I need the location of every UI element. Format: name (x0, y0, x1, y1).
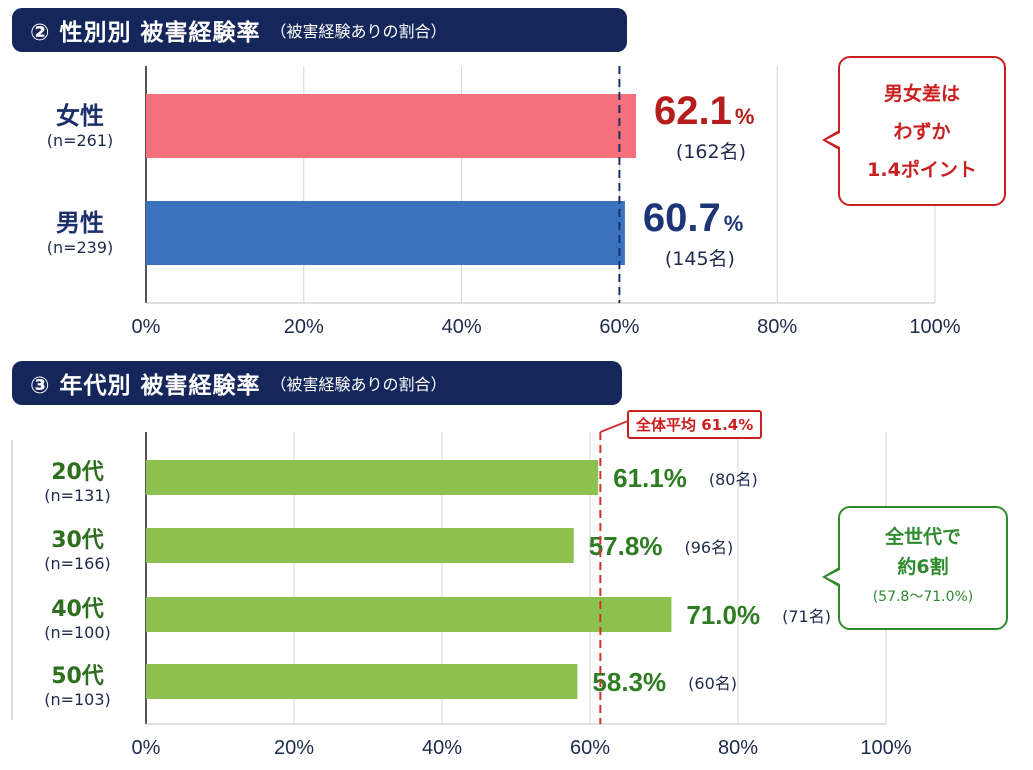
age-bar (146, 597, 672, 632)
gender-x-tick-label: 100% (909, 316, 960, 338)
gender-bar (146, 201, 625, 265)
gender-sample-size: (n=239) (46, 238, 114, 257)
age-subtitle-text: （被害経験ありの割合） (270, 375, 447, 394)
age-average-connector (599, 420, 629, 433)
age-callout-line-1: 全世代で (884, 526, 961, 548)
age-value-label: 57.8% (589, 531, 663, 561)
gender-row-label: 女性 (n=261) (30, 96, 130, 150)
age-row-label: 40代 (n=100) (30, 591, 125, 642)
age-row-label: 50代 (n=103) (30, 658, 125, 709)
age-x-tick-label: 60% (570, 737, 610, 759)
gender-value-label: 62.1% (654, 89, 754, 133)
gender-callout-line-2: わずか (893, 121, 951, 143)
gender-value-label: 60.7% (643, 196, 743, 240)
age-callout-range: (57.8〜71.0%) (872, 589, 974, 605)
gender-callout-line-3: 1.4ポイント (867, 159, 977, 181)
gender-value-unit: % (724, 211, 744, 236)
age-callout: 全世代で 約6割 (57.8〜71.0%) (838, 506, 1008, 630)
gender-category-name: 女性 (56, 102, 104, 130)
gender-x-tick-label: 60% (599, 316, 639, 338)
age-sample-size: (n=131) (44, 486, 111, 505)
gender-value-unit: % (735, 104, 755, 129)
gender-value-number: 60.7 (643, 196, 721, 240)
age-count-label: (96名) (684, 538, 733, 557)
gender-x-tick-label: 80% (757, 316, 797, 338)
age-callout-line-2: 約6割 (897, 556, 949, 578)
gender-x-tick-label: 0% (132, 316, 161, 338)
age-x-tick-label: 80% (718, 737, 758, 759)
gender-x-tick-label: 40% (442, 316, 482, 338)
age-category-name: 20代 (51, 460, 104, 485)
gender-row-label: 男性 (n=239) (30, 203, 130, 257)
age-count-label: (60名) (688, 674, 737, 693)
gender-title-text: ② 性別別 被害経験率 (30, 20, 261, 46)
age-bar (146, 664, 578, 699)
age-count-label: (80名) (709, 470, 758, 489)
age-category-name: 40代 (51, 597, 104, 622)
gender-category-name: 男性 (56, 209, 104, 237)
age-count-label: (71名) (782, 607, 831, 626)
age-category-name: 50代 (51, 664, 104, 689)
gender-callout: 男女差は わずか 1.4ポイント (838, 56, 1006, 206)
age-sample-size: (n=103) (44, 690, 111, 709)
age-bar (146, 528, 574, 563)
age-title-text: ③ 年代別 被害経験率 (30, 373, 261, 399)
gender-callout-line-1: 男女差は (883, 83, 960, 105)
age-x-tick-label: 20% (274, 737, 314, 759)
age-sample-size: (n=100) (44, 623, 111, 642)
age-row-label: 20代 (n=131) (30, 454, 125, 505)
gender-value-number: 62.1 (654, 89, 732, 133)
gender-callout-pointer-fill (826, 133, 840, 147)
gender-sample-size: (n=261) (46, 131, 114, 150)
gender-section-title: ② 性別別 被害経験率 （被害経験ありの割合） (12, 8, 627, 52)
gender-count-label: (145名) (665, 248, 735, 270)
age-x-tick-label: 100% (860, 737, 911, 759)
gender-bar-chart: 0% 20% 40% 60% 80% 100% 62.1 % (162名) 60.7 % (145名) (132, 66, 961, 338)
age-sample-size: (n=166) (44, 554, 111, 573)
age-value-label: 58.3% (592, 667, 666, 697)
age-section-title: ③ 年代別 被害経験率 （被害経験ありの割合） (12, 361, 622, 405)
age-row-label: 30代 (n=166) (30, 522, 125, 573)
gender-subtitle-text: （被害経験ありの割合） (270, 22, 447, 41)
age-category-name: 30代 (51, 528, 104, 553)
age-bar (146, 460, 599, 495)
age-x-tick-label: 40% (422, 737, 462, 759)
age-value-label: 61.1% (613, 463, 687, 493)
gender-count-label: (162名) (676, 141, 746, 163)
gender-bar (146, 94, 636, 158)
age-value-label: 71.0% (686, 600, 760, 630)
overall-average-label: 全体平均 61.4% (627, 410, 763, 439)
age-x-tick-label: 0% (132, 737, 161, 759)
gender-x-tick-label: 20% (284, 316, 324, 338)
age-callout-pointer-fill (826, 570, 840, 584)
